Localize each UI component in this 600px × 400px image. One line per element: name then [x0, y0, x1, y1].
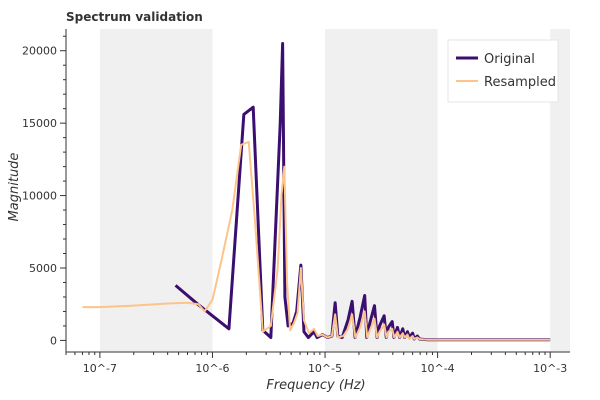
- legend: Original Resampled: [447, 39, 559, 103]
- decade-band-0: [99, 29, 213, 352]
- axes: 0 5000 10000 15000 20000 10^-7 10^-6 10^-5 10^-4…: [22, 29, 570, 375]
- plot-area: [82, 41, 551, 342]
- series-line-resampled: [82, 140, 551, 341]
- chart-title: Spectrum validation: [66, 10, 203, 24]
- decade-band-1: [325, 29, 438, 352]
- x-tick-label: 10^-4: [421, 362, 455, 375]
- y-tick-label: 5000: [29, 262, 57, 275]
- x-tick-label: 10^-5: [308, 362, 342, 375]
- y-axis-label: Magnitude: [7, 153, 22, 222]
- x-tick-label: 10^-6: [195, 362, 229, 375]
- x-axis-label: Frequency (Hz): [266, 378, 365, 393]
- decade-shading: [99, 29, 570, 352]
- x-tick-label: 10^-3: [533, 362, 567, 375]
- y-tick-label: 0: [50, 334, 57, 347]
- y-tick-label: 15000: [22, 117, 57, 130]
- y-tick-label: 20000: [22, 45, 57, 58]
- legend-box: [447, 39, 559, 103]
- x-tick-label: 10^-7: [83, 362, 117, 375]
- y-tick-label: 10000: [22, 190, 57, 203]
- legend-label-resampled: Resampled: [484, 75, 556, 90]
- decade-band-2: [550, 29, 570, 352]
- legend-label-original: Original: [484, 52, 535, 67]
